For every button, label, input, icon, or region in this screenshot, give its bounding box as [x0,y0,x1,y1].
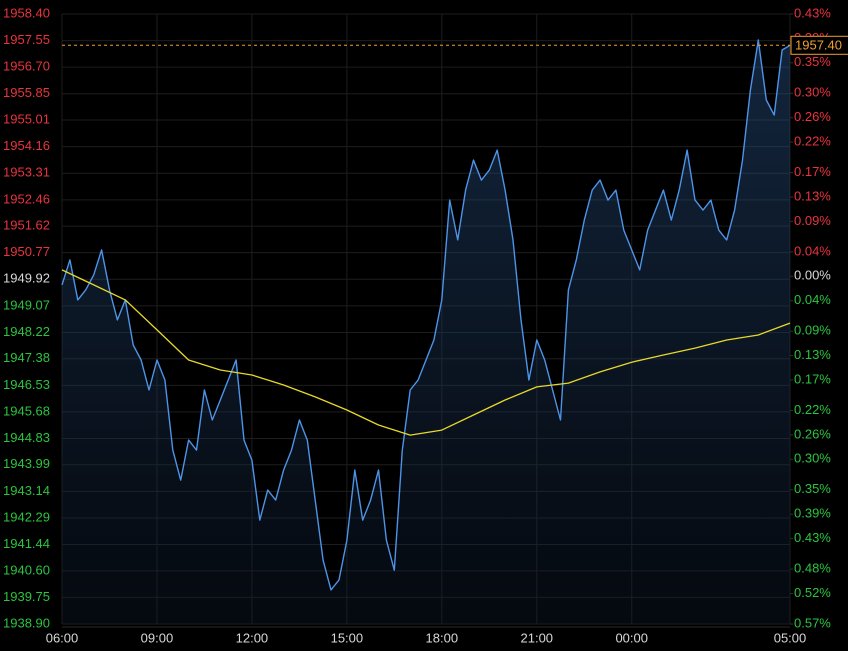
price-line [61,39,791,591]
y2-tick-label: 0.09% [794,213,831,228]
y-tick-label: 1941.44 [3,536,50,551]
y2-tick-label: 0.09% [794,323,831,338]
y-tick-label: 1952.46 [3,191,50,206]
last-price-label: 1957.40 [795,38,842,53]
y2-tick-label: 0.04% [794,243,831,258]
x-tick-label: 00:00 [615,630,648,645]
y2-tick-label: 0.17% [794,371,831,386]
y-tick-label: 1950.77 [3,244,50,259]
x-tick-label: 12:00 [236,630,269,645]
y-tick-label: 1954.16 [3,138,50,153]
y-tick-label: 1944.83 [3,430,50,445]
y2-tick-label: 0.00% [794,268,831,283]
y2-tick-label: 0.48% [794,561,831,576]
y2-tick-label: 0.26% [794,426,831,441]
y2-tick-label: 0.17% [794,164,831,179]
y-tick-label: 1955.01 [3,111,50,126]
x-tick-label: 21:00 [521,630,554,645]
y-tick-label: 1938.90 [3,615,50,630]
y2-tick-label: 0.30% [794,451,831,466]
y2-tick-label: 0.30% [794,85,831,100]
x-tick-label: 09:00 [141,630,174,645]
y2-tick-label: 0.13% [794,188,831,203]
x-tick-label: 05:00 [774,630,807,645]
y2-tick-label: 0.26% [794,109,831,124]
y-tick-label: 1946.53 [3,377,50,392]
y2-tick-label: 0.13% [794,347,831,362]
y2-tick-label: 0.22% [794,134,831,149]
y-tick-label: 1949.92 [3,271,50,286]
y-tick-label: 1945.68 [3,403,50,418]
y2-tick-label: 0.43% [794,530,831,545]
y2-tick-label: 0.52% [794,585,831,600]
moving-average-line [61,269,791,436]
y-tick-label: 1943.99 [3,456,50,471]
last-price-box [790,35,848,55]
y2-tick-label: 0.57% [794,615,831,630]
y-tick-label: 1955.85 [3,85,50,100]
y2-tick-label: 0.43% [794,5,831,20]
y-tick-label: 1957.55 [3,32,50,47]
y2-tick-label: 0.39% [794,506,831,521]
area-fill [62,40,790,624]
y-tick-label: 1942.29 [3,509,50,524]
x-tick-label: 18:00 [426,630,459,645]
y-tick-label: 1940.60 [3,562,50,577]
x-tick-label: 15:00 [331,630,364,645]
y-tick-label: 1953.31 [3,165,50,180]
x-tick-label: 06:00 [46,630,79,645]
y2-tick-label: 0.35% [794,54,831,69]
y-tick-label: 1943.14 [3,483,50,498]
y2-tick-label: 0.04% [794,292,831,307]
y-tick-label: 1951.62 [3,218,50,233]
y-tick-label: 1948.22 [3,324,50,339]
y-tick-label: 1956.70 [3,59,50,74]
y2-tick-label: 0.35% [794,481,831,496]
y-tick-label: 1947.38 [3,350,50,365]
y-tick-label: 1958.40 [3,5,50,20]
y-tick-label: 1939.75 [3,589,50,604]
y2-tick-label: 0.22% [794,402,831,417]
y-tick-label: 1949.07 [3,297,50,312]
